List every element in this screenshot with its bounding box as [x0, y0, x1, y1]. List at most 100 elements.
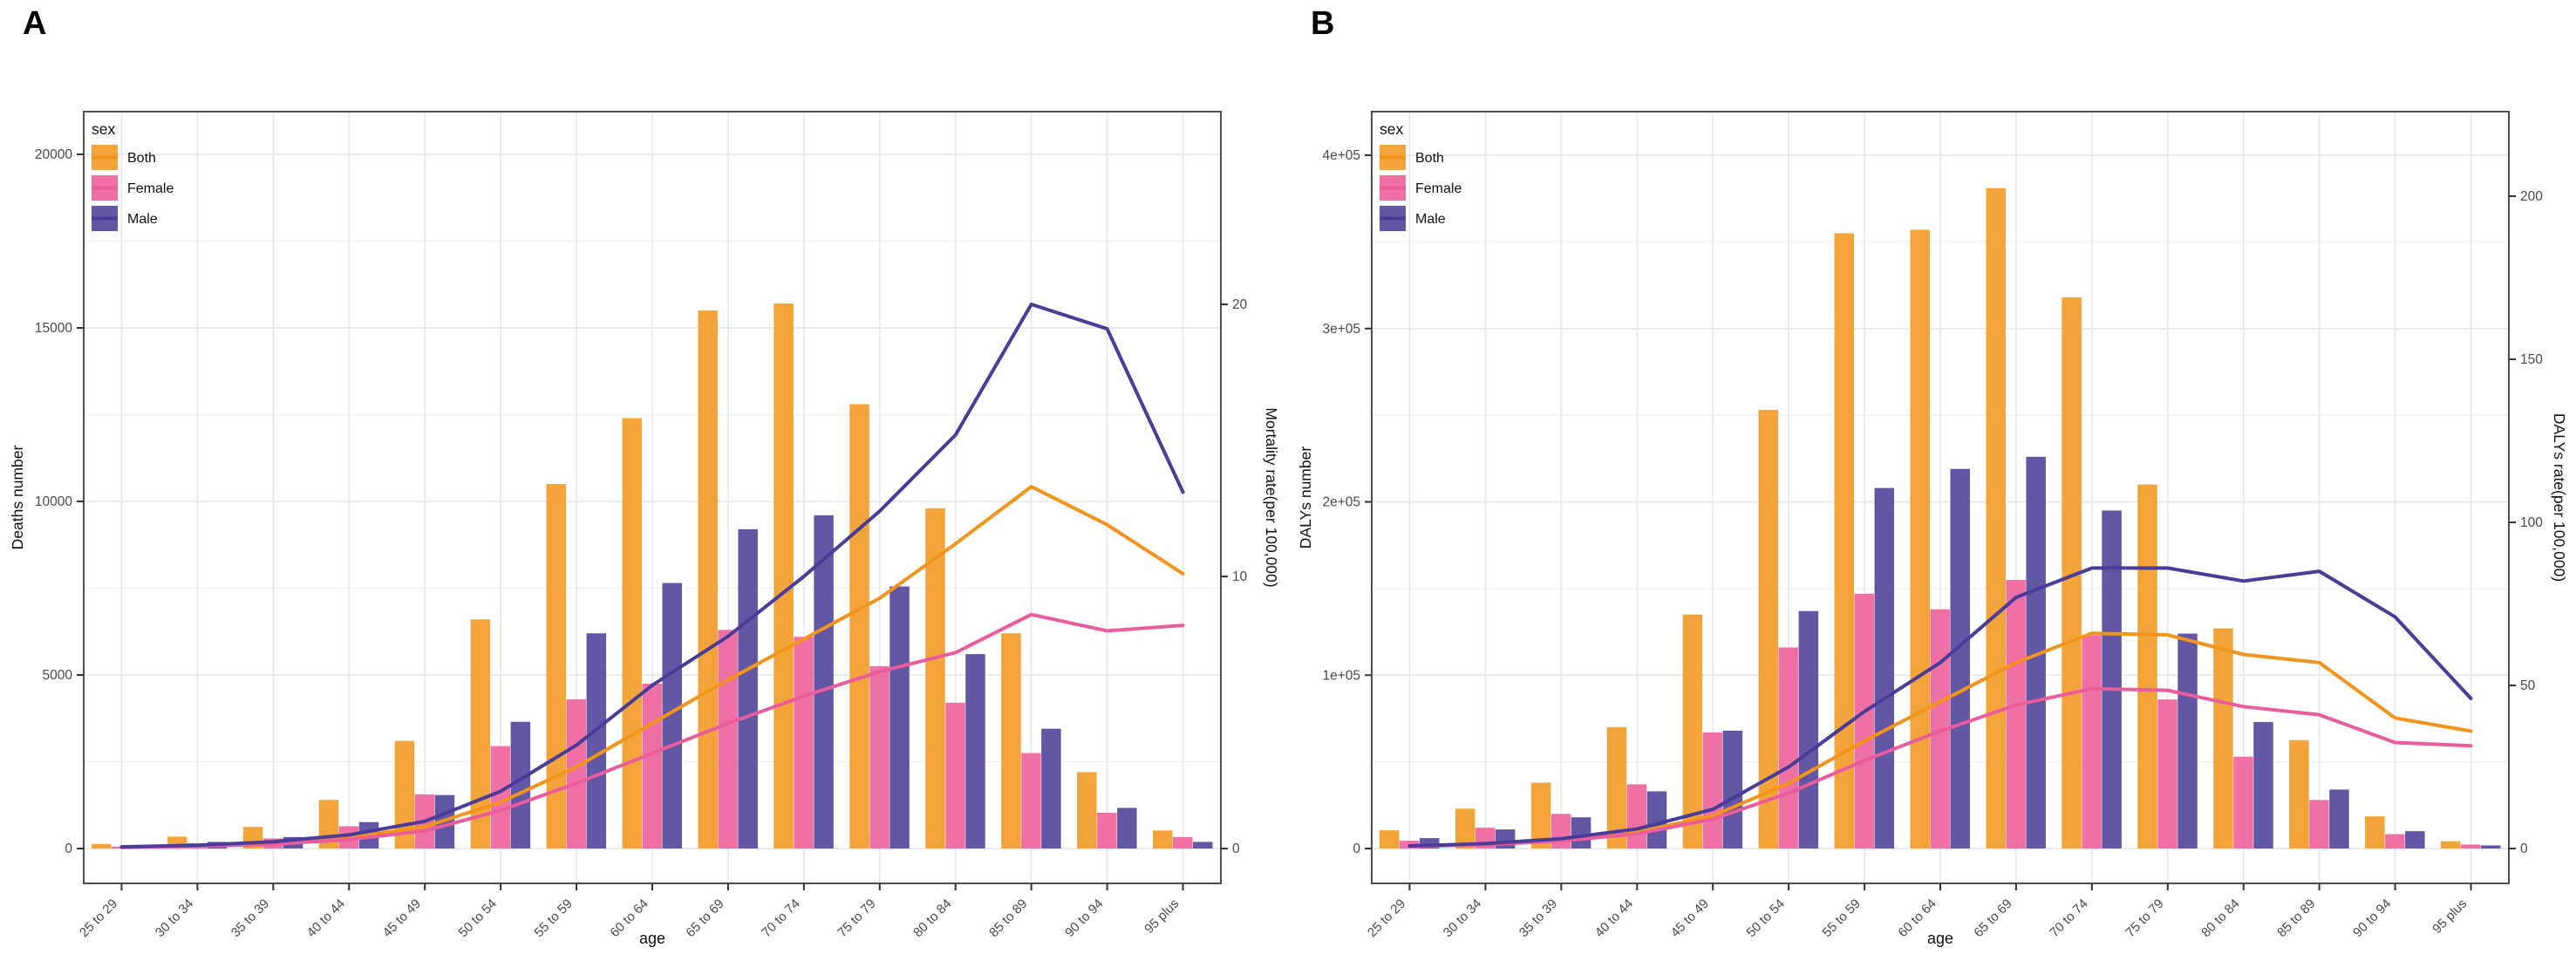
bar — [1193, 842, 1213, 849]
legend-label: Male — [1415, 212, 1446, 227]
y-left-tick-label: 1e+05 — [1322, 668, 1360, 683]
bar — [586, 633, 607, 849]
legend-label: Female — [1415, 181, 1462, 196]
bars-male — [131, 515, 1213, 849]
bar — [1001, 633, 1021, 849]
bar — [1682, 614, 1703, 849]
bars-both — [1379, 187, 2461, 849]
bar — [2061, 296, 2082, 849]
legend-label: Both — [1415, 151, 1444, 166]
y-right-tick-label: 10 — [1232, 569, 1248, 584]
bar — [849, 404, 869, 849]
x-tick-label: 50 to 54 — [456, 896, 500, 940]
y-right-axis-title: DALYs rate(per 100,000) — [2551, 413, 2568, 582]
bar — [2026, 456, 2046, 849]
legend-title: sex — [1380, 120, 1403, 138]
x-tick-label: 95 plus — [1141, 896, 1182, 937]
x-tick-label: 25 to 29 — [77, 896, 120, 940]
y-right-tick-label: 150 — [2520, 352, 2543, 367]
panel-b: B 0 1e+05 2e+05 3e+05 4e+05 0 50 100 150 200 25 to… — [1288, 0, 2576, 961]
x-tick-label: 35 to 39 — [1516, 896, 1560, 940]
bar — [510, 721, 531, 849]
bars-both — [91, 303, 1173, 849]
legend: sex Both Female Male — [1380, 120, 1462, 231]
line-female — [119, 612, 1185, 849]
bar — [2309, 800, 2329, 849]
bar — [1722, 730, 1743, 849]
legend-label: Female — [127, 181, 174, 196]
x-tick-label: 55 to 59 — [532, 896, 576, 940]
y-right-tick-label: 0 — [2520, 842, 2528, 856]
bar — [1021, 753, 1041, 849]
bar — [1455, 808, 1475, 849]
bar — [738, 528, 758, 849]
bar-series — [91, 303, 1213, 849]
bar — [1702, 732, 1723, 849]
y-right-tick-label: 50 — [2520, 678, 2536, 693]
line-male — [119, 303, 1185, 849]
x-tick-label: 75 to 79 — [835, 896, 878, 940]
panel-a: A 0 5000 10000 15000 20000 0 10 20 25 to 29 30 to… — [9, 5, 1280, 947]
bar — [2233, 756, 2253, 849]
bar — [662, 583, 682, 849]
bar — [2289, 739, 2309, 849]
bar — [889, 586, 910, 849]
legend-label: Both — [127, 151, 156, 166]
bar — [1041, 728, 1061, 849]
bar — [2006, 579, 2026, 849]
y-left-axis-title: DALYs number — [1297, 446, 1314, 549]
x-tick-label: 70 to 74 — [759, 896, 802, 940]
bar — [2481, 845, 2501, 849]
y-left-tick-label: 20000 — [35, 147, 72, 162]
x-tick-label: 90 to 94 — [1062, 896, 1106, 940]
y-left-tick-label: 3e+05 — [1322, 322, 1360, 337]
bar — [2102, 510, 2122, 849]
bar — [1571, 817, 1591, 849]
x-tick-label: 30 to 34 — [153, 896, 196, 940]
bar — [1419, 838, 1440, 849]
y-left-tick-label: 0 — [65, 842, 72, 856]
x-axis-title: age — [639, 930, 665, 947]
bar — [1798, 610, 1819, 849]
bar — [622, 418, 642, 849]
bar — [925, 508, 945, 849]
panel-a-label: A — [23, 5, 47, 42]
line-series — [119, 303, 1185, 849]
y-right-tick-label: 0 — [1232, 842, 1240, 856]
chart-a: 0 5000 10000 15000 20000 0 10 20 25 to 29 30 to 3… — [9, 111, 1280, 947]
bar — [2461, 844, 2481, 849]
bar — [2157, 699, 2177, 849]
x-tick-label: 75 to 79 — [2123, 896, 2166, 940]
bar — [718, 630, 738, 849]
bar — [869, 666, 889, 849]
bar — [1778, 647, 1799, 849]
bar — [2385, 834, 2405, 849]
bar — [1077, 772, 1097, 849]
bar — [1626, 784, 1647, 849]
bar — [1646, 791, 1667, 849]
bar — [1097, 813, 1117, 849]
legend: sex Both Female Male — [92, 120, 174, 231]
panel-b-label: B — [1311, 5, 1335, 42]
bar — [1606, 726, 1627, 849]
bars-female — [1399, 579, 2481, 849]
y-left-tick-label: 15000 — [35, 321, 72, 336]
y-left-axis-title: Deaths number — [9, 446, 26, 550]
x-tick-label: 40 to 44 — [304, 896, 348, 940]
bar — [1854, 593, 1875, 849]
bar-series — [1379, 187, 2501, 849]
bar — [394, 740, 415, 849]
bar — [1173, 836, 1193, 849]
y-right-tick-label: 100 — [2520, 515, 2543, 530]
x-tick-label: 55 to 59 — [1820, 896, 1864, 940]
bar — [1950, 468, 1970, 849]
x-tick-label: 45 to 49 — [380, 896, 424, 940]
x-tick-label: 30 to 34 — [1441, 896, 1484, 940]
bar — [642, 683, 662, 849]
x-tick-label: 50 to 54 — [1744, 896, 1788, 940]
bar — [1758, 410, 1779, 849]
bar — [2177, 633, 2198, 849]
bar — [1550, 814, 1571, 849]
x-tick-label: 65 to 69 — [1971, 896, 2014, 940]
line-female — [1407, 686, 2473, 849]
